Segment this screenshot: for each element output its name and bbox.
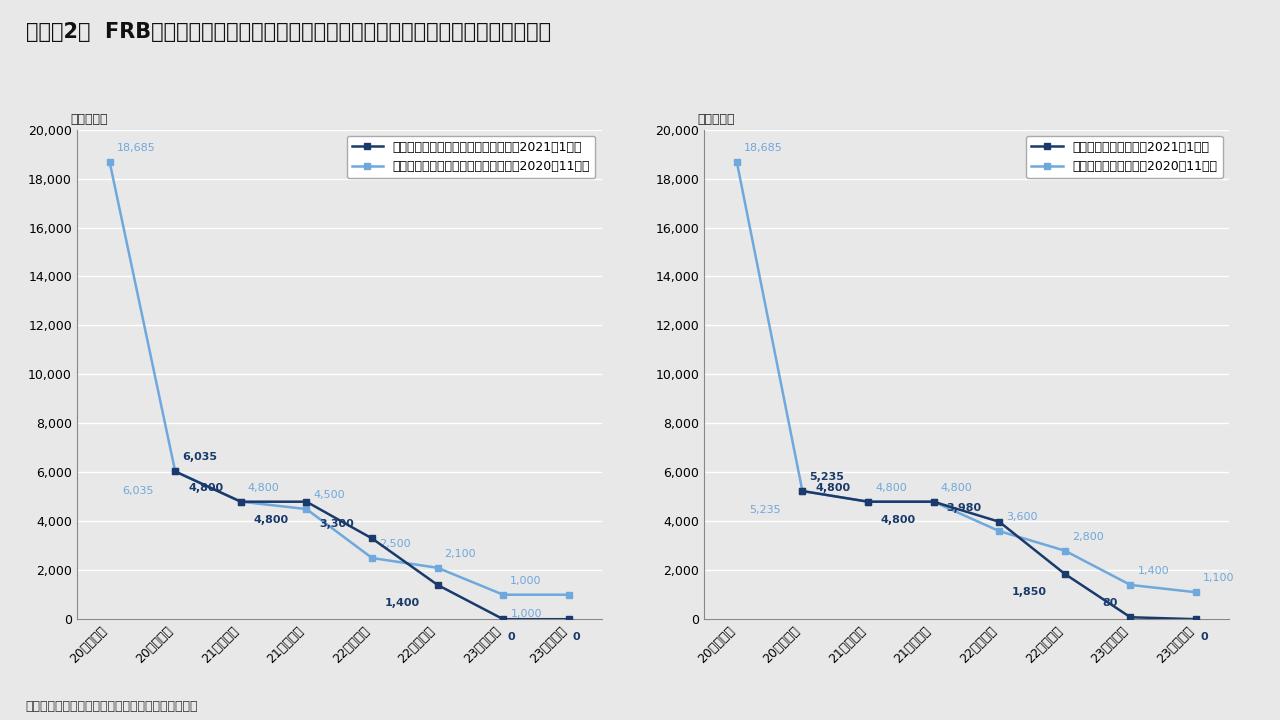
Text: 1,100: 1,100 <box>1203 573 1234 583</box>
プライマリー・ディーラーサーベイ（2020年11月） <box>298 505 314 513</box>
Text: 0: 0 <box>573 632 581 642</box>
Text: 1,400: 1,400 <box>385 598 420 608</box>
プライマリー・ディーラーサーベイ（2020年11月） <box>495 590 511 599</box>
プライマリー・ディーラーサーベイ（2020年11月） <box>561 590 576 599</box>
プライマリー・ディーラーサーベイ（2021年1月） <box>495 615 511 624</box>
市場参加者サーベイ（2020年11月） <box>1188 588 1203 597</box>
プライマリー・ディーラーサーベイ（2020年11月） <box>365 554 380 562</box>
市場参加者サーベイ（2021年1月） <box>1188 615 1203 624</box>
Line: 市場参加者サーベイ（2020年11月）: 市場参加者サーベイ（2020年11月） <box>733 158 1199 595</box>
Legend: 市場参加者サーベイ（2021年1月）, 市場参加者サーベイ（2020年11月）: 市場参加者サーベイ（2021年1月）, 市場参加者サーベイ（2020年11月） <box>1027 136 1222 178</box>
市場参加者サーベイ（2021年1月） <box>860 498 876 506</box>
Line: プライマリー・ディーラーサーベイ（2021年1月）: プライマリー・ディーラーサーベイ（2021年1月） <box>172 468 572 623</box>
Text: 3,600: 3,600 <box>1006 512 1038 522</box>
Text: （出所）ニューヨーク連銀資料よりインベスコ作成: （出所）ニューヨーク連銀資料よりインベスコ作成 <box>26 700 198 713</box>
市場参加者サーベイ（2021年1月） <box>795 487 810 495</box>
プライマリー・ディーラーサーベイ（2020年11月） <box>233 498 248 506</box>
Text: 4,800: 4,800 <box>248 482 279 492</box>
Text: 2,500: 2,500 <box>379 539 411 549</box>
市場参加者サーベイ（2020年11月） <box>992 527 1007 536</box>
Text: 6,035: 6,035 <box>123 486 154 495</box>
Text: 4,800: 4,800 <box>253 515 289 525</box>
プライマリー・ディーラーサーベイ（2021年1月） <box>561 615 576 624</box>
Text: 1,000: 1,000 <box>511 609 541 619</box>
Legend: プライマリー・ディーラーサーベイ（2021年1月）, プライマリー・ディーラーサーベイ（2020年11月）: プライマリー・ディーラーサーベイ（2021年1月）, プライマリー・ディーラーサ… <box>347 136 595 178</box>
Text: 4,800: 4,800 <box>941 482 973 492</box>
Text: 2,800: 2,800 <box>1071 531 1103 541</box>
Text: （億ドル）: （億ドル） <box>70 113 108 126</box>
Text: 0: 0 <box>1201 632 1208 642</box>
市場参加者サーベイ（2020年11月） <box>925 498 941 506</box>
Text: 4,800: 4,800 <box>876 482 906 492</box>
Text: 18,685: 18,685 <box>116 143 155 153</box>
市場参加者サーベイ（2021年1月） <box>992 518 1007 526</box>
プライマリー・ディーラーサーベイ（2020年11月） <box>102 158 118 166</box>
プライマリー・ディーラーサーベイ（2020年11月） <box>430 564 445 572</box>
市場参加者サーベイ（2020年11月） <box>730 158 745 166</box>
市場参加者サーベイ（2020年11月） <box>860 498 876 506</box>
プライマリー・ディーラーサーベイ（2021年1月） <box>233 498 248 506</box>
Text: 80: 80 <box>1102 598 1117 608</box>
市場参加者サーベイ（2020年11月） <box>795 487 810 495</box>
プライマリー・ディーラーサーベイ（2021年1月） <box>430 580 445 589</box>
Text: 1,000: 1,000 <box>511 575 541 585</box>
市場参加者サーベイ（2020年11月） <box>1123 580 1138 589</box>
Text: 4,500: 4,500 <box>314 490 346 500</box>
Text: 1,850: 1,850 <box>1012 587 1047 597</box>
プライマリー・ディーラーサーベイ（2021年1月） <box>365 534 380 543</box>
Line: プライマリー・ディーラーサーベイ（2020年11月）: プライマリー・ディーラーサーベイ（2020年11月） <box>106 158 572 598</box>
Line: 市場参加者サーベイ（2021年1月）: 市場参加者サーベイ（2021年1月） <box>799 487 1199 623</box>
Text: 5,235: 5,235 <box>809 472 845 482</box>
Text: （億ドル）: （億ドル） <box>698 113 735 126</box>
Text: 4,800: 4,800 <box>881 515 916 525</box>
市場参加者サーベイ（2021年1月） <box>1057 570 1073 578</box>
Text: 5,235: 5,235 <box>750 505 781 516</box>
Text: 6,035: 6,035 <box>182 452 218 462</box>
Text: 2,100: 2,100 <box>444 549 476 559</box>
市場参加者サーベイ（2021年1月） <box>925 498 941 506</box>
Text: 3,300: 3,300 <box>319 519 355 529</box>
プライマリー・ディーラーサーベイ（2021年1月） <box>298 498 314 506</box>
プライマリー・ディーラーサーベイ（2020年11月） <box>168 467 183 476</box>
プライマリー・ディーラーサーベイ（2021年1月） <box>168 467 183 476</box>
Text: 3,980: 3,980 <box>946 503 982 513</box>
Text: 4,800: 4,800 <box>815 482 850 492</box>
Text: （図表2）  FRBの財務省証券買入れ額予想についてのニューヨーク連銀サーベイの結果: （図表2） FRBの財務省証券買入れ額予想についてのニューヨーク連銀サーベイの結… <box>26 22 550 42</box>
Text: 1,400: 1,400 <box>1138 566 1169 576</box>
市場参加者サーベイ（2020年11月） <box>1057 546 1073 555</box>
Text: 4,800: 4,800 <box>188 482 223 492</box>
市場参加者サーベイ（2021年1月） <box>1123 613 1138 621</box>
Text: 18,685: 18,685 <box>744 143 782 153</box>
Text: 0: 0 <box>507 632 515 642</box>
